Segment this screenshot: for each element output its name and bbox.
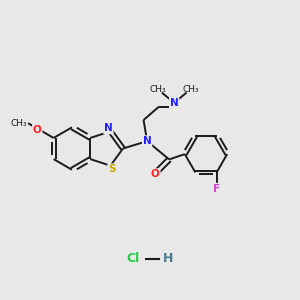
Text: H: H [163,252,174,266]
Text: N: N [104,123,113,134]
Text: CH₃: CH₃ [149,85,166,94]
Text: F: F [213,184,220,194]
Text: Cl: Cl [126,252,140,266]
Text: CH₃: CH₃ [10,119,27,128]
Text: CH₃: CH₃ [183,85,199,94]
Text: N: N [143,136,152,146]
Text: O: O [151,169,160,179]
Text: S: S [108,164,116,174]
Text: O: O [33,125,42,135]
Text: N: N [170,98,178,108]
